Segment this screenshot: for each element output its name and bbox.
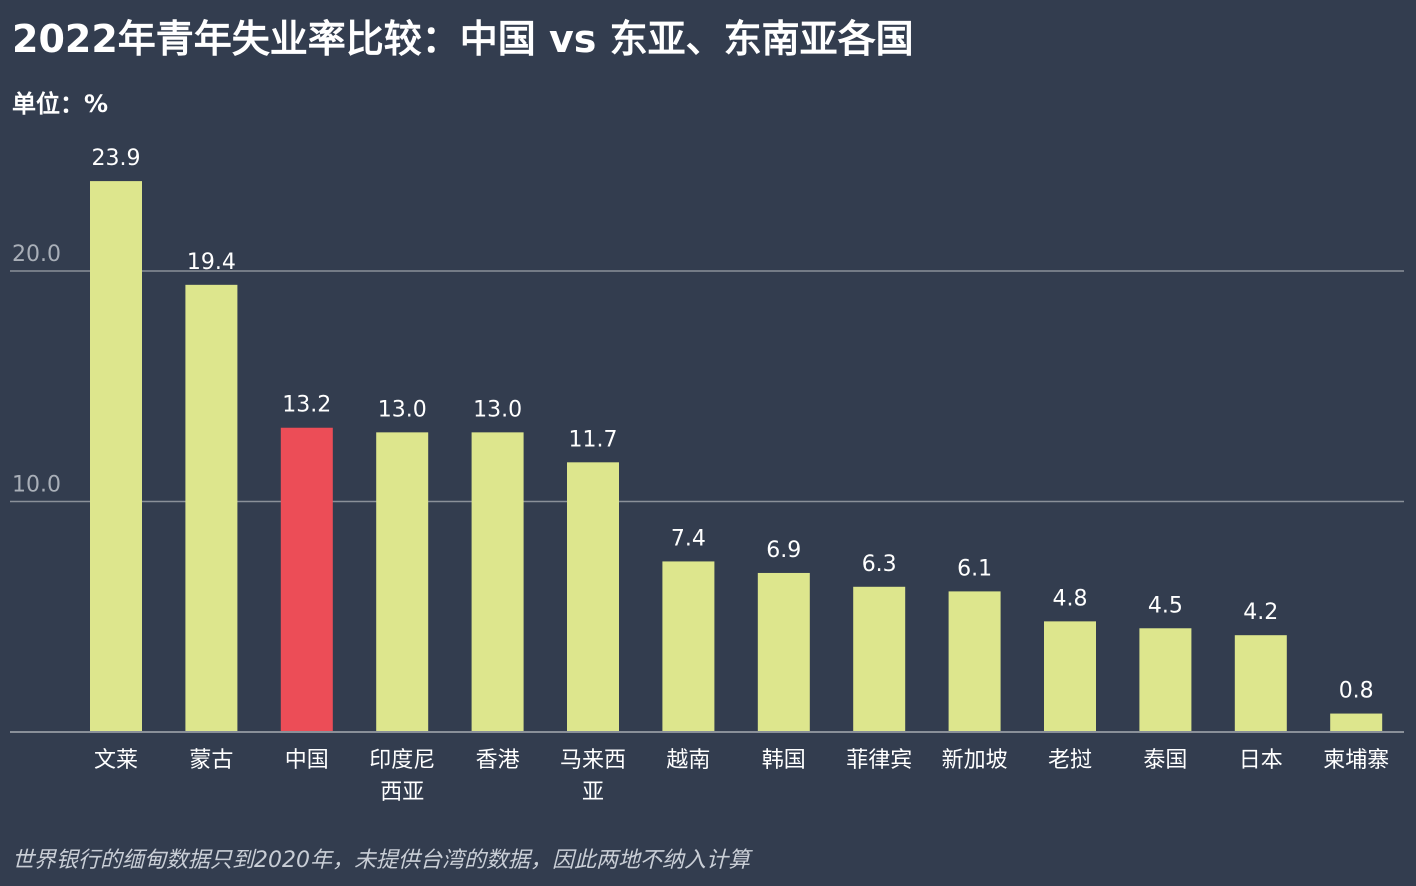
bar <box>662 561 715 732</box>
bar <box>757 572 810 732</box>
x-tick-label: 马来西 <box>560 748 626 773</box>
value-label: 4.2 <box>1243 600 1278 625</box>
value-label: 6.9 <box>766 538 801 563</box>
x-tick-label: 韩国 <box>762 748 806 773</box>
footnote: 世界银行的缅甸数据只到2020年，未提供台湾的数据，因此两地不纳入计算 <box>12 848 750 873</box>
bar <box>1234 635 1287 732</box>
bar <box>90 181 142 733</box>
value-label: 6.1 <box>957 556 992 581</box>
unit-label: 单位：% <box>12 90 109 118</box>
value-label: 6.3 <box>862 552 897 577</box>
x-tick-label: 柬埔寨 <box>1323 748 1389 773</box>
value-label: 11.7 <box>569 427 618 452</box>
value-label: 0.8 <box>1339 679 1374 704</box>
value-label: 13.2 <box>282 393 331 418</box>
y-tick-label: 10.0 <box>12 473 61 498</box>
bar <box>853 586 906 732</box>
bar <box>1044 621 1096 732</box>
value-label: 4.8 <box>1053 586 1088 611</box>
bar <box>567 462 619 732</box>
x-tick-label: 越南 <box>666 748 710 773</box>
value-label: 13.0 <box>378 397 427 422</box>
x-tick-label: 西亚 <box>380 780 424 805</box>
x-tick-label: 印度尼 <box>369 748 435 773</box>
x-tick-label: 香港 <box>476 748 520 773</box>
x-tick-label: 泰国 <box>1143 748 1187 773</box>
chart-title: 2022年青年失业率比较：中国 vs 东亚、东南亚各国 <box>12 17 914 61</box>
x-tick-label: 日本 <box>1239 748 1283 773</box>
value-label: 4.5 <box>1148 593 1183 618</box>
bar <box>376 432 429 732</box>
x-tick-label: 新加坡 <box>942 748 1008 773</box>
bar <box>1139 628 1192 732</box>
y-tick-label: 20.0 <box>12 242 61 267</box>
x-tick-label: 老挝 <box>1048 748 1092 773</box>
bar <box>185 284 238 732</box>
value-label: 13.0 <box>473 397 522 422</box>
x-tick-label: 亚 <box>582 780 604 805</box>
value-label: 7.4 <box>671 526 706 551</box>
bar <box>1330 713 1383 732</box>
bar <box>471 432 524 732</box>
x-tick-label: 菲律宾 <box>846 748 912 773</box>
x-tick-label: 蒙古 <box>189 748 233 773</box>
x-tick-label: 中国 <box>285 748 329 773</box>
value-label: 23.9 <box>92 146 141 171</box>
value-label: 19.4 <box>187 250 236 275</box>
x-tick-label: 文莱 <box>94 748 138 773</box>
bar <box>280 427 333 732</box>
bar <box>948 591 1001 732</box>
